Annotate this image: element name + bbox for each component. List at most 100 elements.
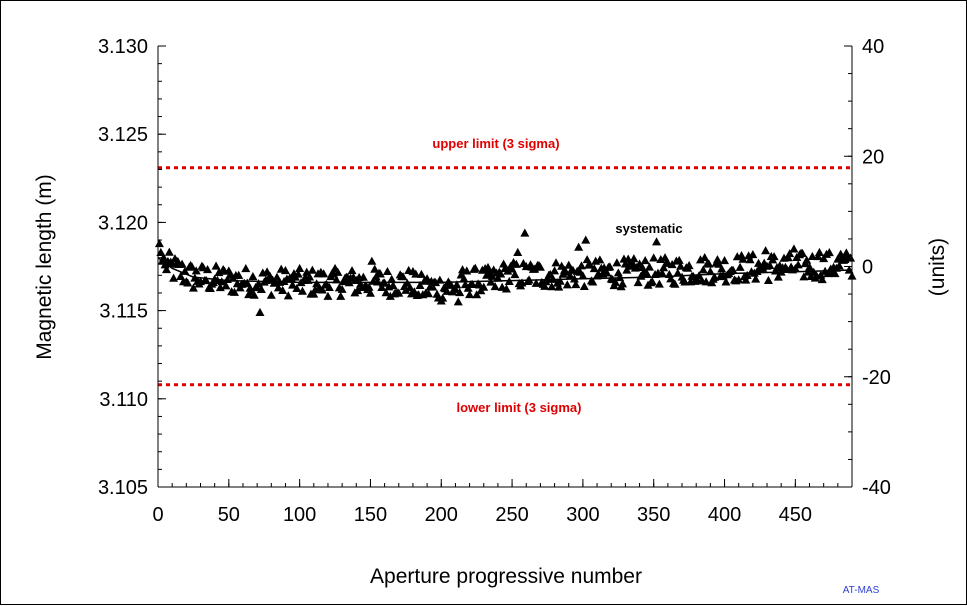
x-tick-label: 200 <box>425 504 458 526</box>
measurement-point <box>242 278 252 287</box>
y-tick-label: 3.130 <box>98 36 148 58</box>
measurement-point <box>649 253 659 262</box>
measurement-point <box>667 260 677 269</box>
measurement-point <box>612 258 622 267</box>
measurement-point <box>272 272 282 281</box>
measurement-point <box>431 277 441 287</box>
measurement-point <box>576 261 586 270</box>
measurement-point <box>295 263 305 272</box>
measurement-point <box>353 285 363 295</box>
measurement-point <box>459 274 469 283</box>
measurement-point <box>676 261 686 270</box>
measurement-point <box>176 271 186 280</box>
measurement-point <box>802 255 812 264</box>
measurement-point <box>365 288 375 297</box>
measurement-point <box>741 275 751 284</box>
measurement-point <box>700 253 710 262</box>
measurement-point <box>738 254 748 263</box>
measurement-point <box>776 267 786 276</box>
x-tick-label: 400 <box>708 504 741 526</box>
measurement-point <box>401 285 411 294</box>
measurement-point <box>673 268 683 277</box>
y-tick-label: 3.105 <box>98 477 148 499</box>
y2-tick-label: -20 <box>862 367 891 389</box>
measurement-point <box>789 244 799 253</box>
measurement-point <box>483 262 493 271</box>
measurement-point <box>319 269 329 278</box>
measurement-point <box>579 281 589 291</box>
measurement-point <box>323 291 333 300</box>
measurement-point <box>670 279 680 288</box>
measurement-point <box>701 277 711 286</box>
measurement-point <box>571 280 581 289</box>
measurement-point <box>654 279 664 288</box>
y-tick-label: 3.120 <box>98 212 148 234</box>
measurement-point <box>589 263 599 273</box>
measurement-point <box>373 277 383 286</box>
measurement-point <box>748 250 758 259</box>
measurement-point <box>704 259 714 268</box>
measurement-point <box>582 255 592 264</box>
measurement-point <box>183 278 193 287</box>
measurement-point <box>367 256 377 265</box>
credit-label: AT-MAS <box>843 585 880 596</box>
measurement-point <box>550 266 560 275</box>
measurement-point <box>428 282 438 291</box>
measurement-point <box>797 248 807 257</box>
measurement-point <box>846 253 856 262</box>
measurement-point <box>644 262 654 271</box>
measurement-point <box>344 278 354 287</box>
measurement-point <box>817 275 827 284</box>
measurement-point <box>511 259 521 268</box>
measurement-point <box>288 280 298 289</box>
x-tick-label: 150 <box>354 504 387 526</box>
measurement-point <box>830 269 840 278</box>
measurement-point <box>394 288 404 297</box>
measurement-point <box>581 235 591 244</box>
measurement-point <box>293 269 303 278</box>
measurement-point <box>807 251 817 260</box>
measurement-point <box>248 272 258 281</box>
measurement-point <box>652 237 662 246</box>
measurement-point <box>793 260 803 269</box>
measurement-point <box>642 268 652 277</box>
measurement-point <box>499 259 509 268</box>
measurement-point <box>657 268 667 277</box>
measurement-point <box>487 271 497 280</box>
measurement-point <box>382 266 392 276</box>
measurement-point <box>720 256 730 265</box>
x-tick-label: 50 <box>218 504 240 526</box>
measurement-point <box>180 266 190 275</box>
measurement-point <box>154 239 164 248</box>
measurement-point <box>411 269 421 278</box>
measurement-point <box>629 254 639 263</box>
measurement-point <box>380 278 390 287</box>
measurement-point <box>187 262 197 271</box>
measurement-point <box>305 272 315 281</box>
measurement-point <box>283 291 293 300</box>
measurement-point <box>745 255 755 264</box>
measurement-point <box>799 272 809 281</box>
measurement-point <box>520 228 530 237</box>
measurement-point <box>416 269 426 278</box>
measurement-point <box>164 247 174 256</box>
x-tick-label: 300 <box>566 504 599 526</box>
measurement-point <box>585 260 595 269</box>
measurement-point <box>211 261 221 270</box>
measurement-point <box>375 269 385 278</box>
measurement-point <box>358 272 368 281</box>
measurement-point <box>191 266 201 275</box>
measurement-point <box>507 264 517 273</box>
measurement-point <box>785 249 795 258</box>
measurement-point <box>684 260 694 270</box>
x-tick-label: 350 <box>637 504 670 526</box>
measurement-point <box>674 255 684 264</box>
x-tick-label: 450 <box>779 504 812 526</box>
measurement-point <box>504 276 514 285</box>
measurement-point <box>309 289 319 298</box>
measurement-point <box>618 279 628 288</box>
measurement-point <box>535 262 545 271</box>
measurement-point <box>640 256 650 265</box>
measurement-point <box>660 253 670 262</box>
measurement-point <box>161 265 171 274</box>
